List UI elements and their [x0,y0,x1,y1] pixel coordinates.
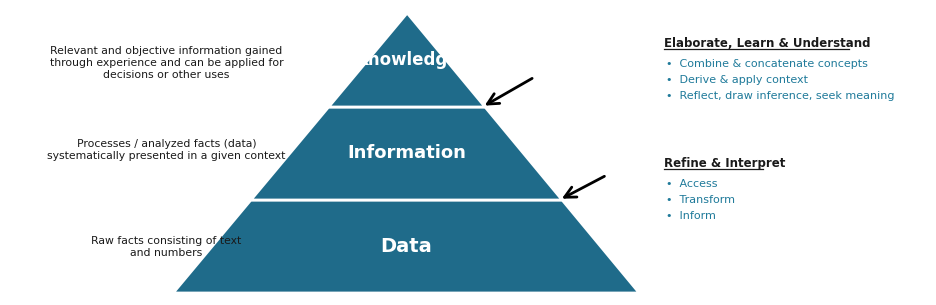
Text: Raw facts consisting of text
and numbers: Raw facts consisting of text and numbers [92,236,241,258]
Polygon shape [173,200,639,293]
Text: Elaborate, Learn & Understand: Elaborate, Learn & Understand [664,37,870,50]
Text: Refine & Interpret: Refine & Interpret [664,157,785,170]
Text: Knowledge: Knowledge [355,51,459,69]
Polygon shape [329,13,485,107]
Text: •  Combine & concatenate concepts: • Combine & concatenate concepts [665,59,868,69]
Text: •  Transform: • Transform [665,195,735,205]
Text: •  Derive & apply context: • Derive & apply context [665,75,808,85]
Text: •  Access: • Access [665,179,717,189]
Text: •  Inform: • Inform [665,211,716,221]
Text: Relevant and objective information gained
through experience and can be applied : Relevant and objective information gaine… [50,46,284,80]
Text: Data: Data [380,237,432,256]
Text: Information: Information [347,145,466,163]
Polygon shape [251,107,563,200]
Text: •  Reflect, draw inference, seek meaning: • Reflect, draw inference, seek meaning [665,91,895,101]
Text: Processes / analyzed facts (data)
systematically presented in a given context: Processes / analyzed facts (data) system… [48,139,285,161]
